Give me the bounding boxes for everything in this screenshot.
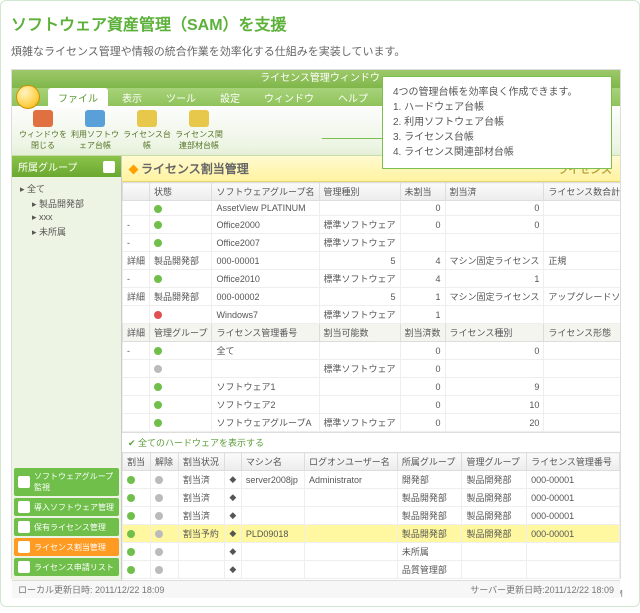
- menu-window[interactable]: ウィンドウ: [254, 88, 324, 107]
- status-bar: ローカル更新日時: 2011/12/22 18:09 サーバー更新日時:2011…: [12, 580, 620, 598]
- hw-section-title: ✔ 全てのハードウェアを表示する: [122, 432, 620, 452]
- callout-item: 2. 利用ソフトウェア台帳: [393, 115, 601, 130]
- license-grid: 状態ソフトウェアグループ名管理種別未割当割当済ライセンス数合計アッAssetVi…: [122, 182, 620, 432]
- diamond-icon: [129, 165, 139, 175]
- menu-file[interactable]: ファイル: [48, 88, 108, 107]
- sidebar-button[interactable]: ライセンス申請リスト: [14, 558, 119, 576]
- tree-node[interactable]: ▸ xxx: [16, 211, 117, 224]
- menu-view[interactable]: 表示: [112, 88, 152, 107]
- tree: ▸ 全て▸ 製品開発部▸ xxx▸ 未所属: [12, 177, 121, 243]
- ribbon-button[interactable]: 利用ソフトウェア台帳: [70, 110, 120, 151]
- callout-item: 3. ライセンス台帳: [393, 130, 601, 145]
- callout-lead: 4つの管理台帳を効率良く作成できます。: [393, 85, 601, 100]
- callout-item: 4. ライセンス関連部材台帳: [393, 145, 601, 160]
- main-title: ライセンス割当管理: [141, 162, 249, 176]
- ribbon-button[interactable]: ウィンドウを閉じる: [18, 110, 68, 151]
- app-orb-icon[interactable]: [16, 85, 40, 109]
- refresh-icon[interactable]: [103, 161, 115, 173]
- ribbon-button[interactable]: ライセンス台帳: [122, 110, 172, 151]
- sidebar-buttons: ソフトウェアグループ監視導入ソフトウェア管理保有ライセンス管理ライセンス割当管理…: [12, 464, 121, 580]
- callout-box: 4つの管理台帳を効率良く作成できます。 1. ハードウェア台帳 2. 利用ソフト…: [382, 76, 612, 169]
- tree-node[interactable]: ▸ 全て: [16, 181, 117, 196]
- footer-left: ローカル更新日時: 2011/12/22 18:09: [18, 583, 164, 596]
- page-subtitle: 煩雑なライセンス管理や情報の統合作業を効率化する仕組みを実装しています。: [11, 43, 629, 59]
- page-title: ソフトウェア資産管理（SAM）を支援: [11, 11, 629, 35]
- ribbon-button[interactable]: ライセンス関連部材台帳: [174, 110, 224, 151]
- menu-tool[interactable]: ツール: [156, 88, 206, 107]
- tree-node[interactable]: ▸ 製品開発部: [16, 196, 117, 211]
- sidebar-header: 所属グループ: [12, 156, 121, 177]
- callout-item: 1. ハードウェア台帳: [393, 100, 601, 115]
- menu-settings[interactable]: 設定: [210, 88, 250, 107]
- tree-node[interactable]: ▸ 未所属: [16, 224, 117, 239]
- menu-help[interactable]: ヘルプ: [328, 88, 378, 107]
- sidebar-button[interactable]: 保有ライセンス管理: [14, 518, 119, 536]
- hardware-grid: 割当解除割当状況マシン名ログオンユーザー名所属グループ管理グループライセンス管理…: [122, 452, 620, 579]
- callout-connector: [322, 138, 382, 139]
- app-screenshot: 4つの管理台帳を効率良く作成できます。 1. ハードウェア台帳 2. 利用ソフト…: [11, 69, 621, 579]
- main-panel: ライセンス割当管理 ライセンス 状態ソフトウェアグループ名管理種別未割当割当済ラ…: [122, 156, 620, 580]
- sidebar: 所属グループ ▸ 全て▸ 製品開発部▸ xxx▸ 未所属 ソフトウェアグループ監…: [12, 156, 122, 580]
- footer-right: サーバー更新日時:2011/12/22 18:09: [470, 583, 614, 596]
- sidebar-header-label: 所属グループ: [18, 159, 77, 174]
- sidebar-button[interactable]: 導入ソフトウェア管理: [14, 498, 119, 516]
- sidebar-button[interactable]: ソフトウェアグループ監視: [14, 468, 119, 496]
- sidebar-button[interactable]: ライセンス割当管理: [14, 538, 119, 556]
